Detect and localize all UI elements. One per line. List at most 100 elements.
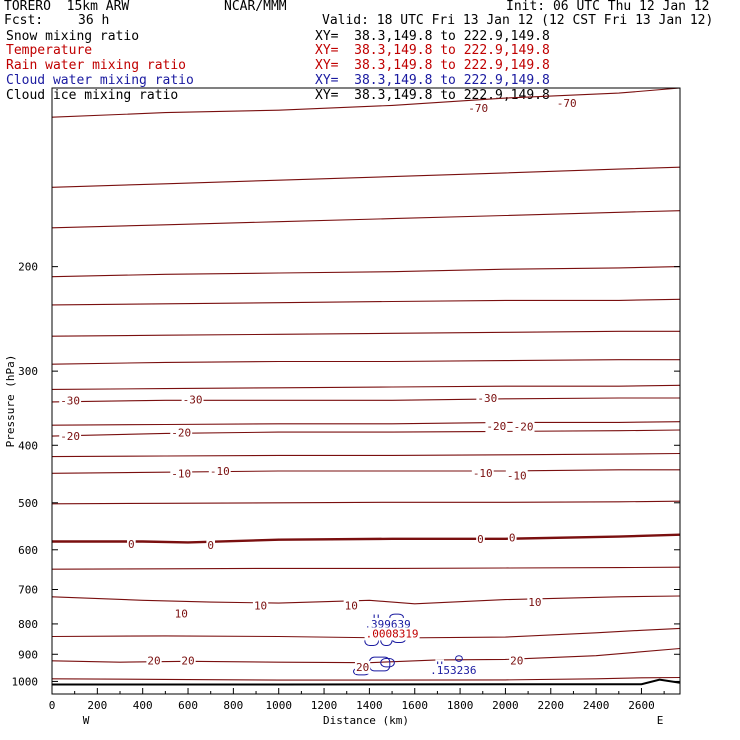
- isotherm-label-bg: [206, 539, 216, 553]
- init-time: Init: 06 UTC Thu 12 Jan 12: [506, 0, 710, 14]
- isotherm-line: [52, 421, 680, 426]
- center-name: NCAR/MMM: [224, 0, 287, 14]
- isotherm-label-bg: [509, 654, 525, 668]
- x-tick-label: 2200: [538, 699, 565, 712]
- x-tick-label: 600: [178, 699, 198, 712]
- isotherm-label: -20: [486, 420, 506, 433]
- isotherm-label-bg: [343, 599, 359, 613]
- x-tick-label: 0: [49, 699, 56, 712]
- x-axis-east-label: E: [657, 714, 664, 727]
- isotherm-label-bg: [485, 419, 508, 433]
- isotherm-label-bg: [127, 538, 136, 552]
- isotherm-line: [52, 298, 680, 306]
- y-tick-label: 400: [18, 439, 38, 452]
- isotherm-label-bg: [173, 607, 189, 621]
- field-name-cloud-ice: Cloud ice mixing ratio: [6, 88, 179, 103]
- isotherm-label: -70: [468, 102, 488, 115]
- x-tick-label: 1400: [356, 699, 383, 712]
- plot-frame: [51, 87, 681, 695]
- isotherm-label: 20: [181, 654, 194, 667]
- isotherm-label-bg: [471, 466, 494, 480]
- field-name-cloud-water: Cloud water mixing ratio: [6, 73, 194, 88]
- isotherm-line: [52, 330, 680, 337]
- isotherm-label-bg: [170, 426, 193, 440]
- x-tick-label: 1000: [265, 699, 292, 712]
- isotherm-label-bg: [555, 97, 578, 111]
- field-xy-rain: XY= 38.3,149.8 to 222.9,149.8: [315, 58, 550, 73]
- isotherm-line: [52, 533, 680, 544]
- y-tick-label: 900: [18, 648, 38, 661]
- y-axis-title: Pressure (hPa): [4, 355, 17, 448]
- isotherm-label: 0: [207, 539, 214, 552]
- y-tick-label: 200: [18, 261, 38, 274]
- rain-water-label-bg: [364, 627, 420, 641]
- forecast-hour: 36 h: [78, 13, 110, 28]
- field-name-rain: Rain water mixing ratio: [6, 58, 187, 73]
- x-tick-label: 2400: [583, 699, 610, 712]
- isotherm-label: 0: [477, 533, 484, 546]
- field-xy-temperature: XY= 38.3,149.8 to 222.9,149.8: [315, 43, 550, 58]
- x-tick-label: 2000: [492, 699, 519, 712]
- y-tick-label: 500: [18, 497, 38, 510]
- isotherm-label-bg: [527, 596, 543, 610]
- isotherm-label: -20: [60, 430, 80, 443]
- isotherm-label-bg: [170, 467, 193, 481]
- isotherm-label: -10: [171, 467, 191, 480]
- isotherm-label: -20: [514, 421, 534, 434]
- x-tick-label: 1200: [311, 699, 338, 712]
- isotherm-line: [52, 266, 680, 278]
- isotherm-label-bg: [354, 660, 371, 674]
- isotherm-label-bg: [208, 465, 231, 479]
- isotherm-label: 10: [528, 596, 541, 609]
- y-tick-label: 600: [18, 544, 38, 557]
- cloud-contour: [380, 658, 395, 668]
- isotherm-label-bg: [512, 420, 535, 434]
- isotherm-label: -30: [60, 394, 80, 407]
- field-xy-cloud-water: XY= 38.3,149.8 to 222.9,149.8: [315, 73, 550, 88]
- isotherm-line: [52, 397, 680, 403]
- isotherm-label-bg: [181, 393, 204, 407]
- isotherm-label: -70: [557, 97, 577, 110]
- isotherm-label: 0: [509, 531, 516, 544]
- isotherm-label-bg: [467, 101, 490, 115]
- isotherm-line: [52, 566, 680, 570]
- isotherm-line: [52, 429, 680, 437]
- x-tick-label: 1800: [447, 699, 474, 712]
- isotherm-line: [52, 210, 680, 229]
- x-axis-title: Distance (km): [323, 714, 409, 727]
- isotherm-label: -20: [171, 427, 191, 440]
- x-tick-label: 1600: [401, 699, 428, 712]
- y-tick-label: 700: [18, 584, 38, 597]
- cloud-contour: [368, 656, 391, 672]
- isotherm-label: -30: [183, 394, 203, 407]
- x-axis-west-label: W: [83, 714, 90, 727]
- cloud-contour: [455, 655, 463, 662]
- isotherm-label: -10: [210, 465, 230, 478]
- isotherm-line: [52, 88, 680, 118]
- isotherm-label: -10: [507, 470, 527, 483]
- x-tick-label: 800: [223, 699, 243, 712]
- isotherm-label: 10: [345, 600, 358, 613]
- field-name-snow: Snow mixing ratio: [6, 29, 140, 44]
- x-tick-label: 400: [133, 699, 153, 712]
- isotherm-line: [52, 384, 680, 390]
- isotherm-label-bg: [505, 469, 528, 483]
- valid-time: Valid: 18 UTC Fri 13 Jan 12 (12 CST Fri …: [322, 13, 714, 28]
- isotherm-line: [52, 595, 680, 605]
- isotherm-label-bg: [146, 654, 162, 668]
- isotherm-line: [52, 627, 680, 639]
- isotherm-label: 10: [175, 607, 188, 620]
- model-title: TORERO 15km ARW: [4, 0, 130, 14]
- y-tick-label: 1000: [12, 675, 39, 688]
- isotherm-label: 0: [128, 538, 135, 551]
- y-tick-label: 800: [18, 618, 38, 631]
- isotherm-line: [52, 500, 680, 505]
- isotherm-line: [52, 452, 680, 458]
- isotherm-label-bg: [180, 654, 196, 668]
- field-name-temperature: Temperature: [6, 43, 93, 58]
- isotherm-label-bg: [476, 392, 499, 406]
- isotherm-label-bg: [59, 394, 82, 408]
- field-xy-snow: XY= 38.3,149.8 to 222.9,149.8: [315, 29, 550, 44]
- isotherm-line: [52, 359, 680, 365]
- forecast-label: Fcst:: [4, 13, 44, 28]
